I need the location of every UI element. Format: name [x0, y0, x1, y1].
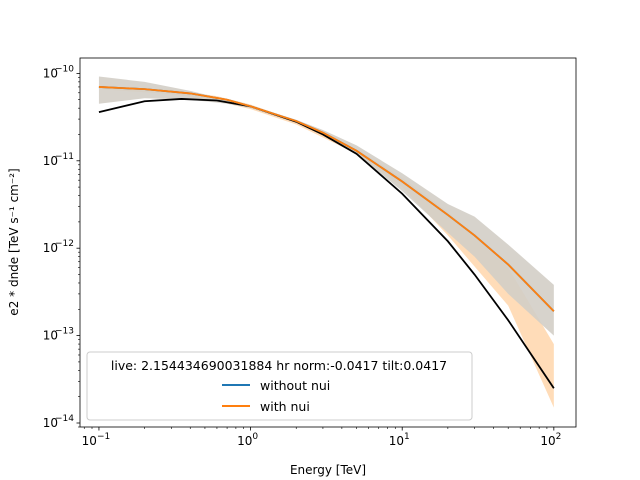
legend-label-with-nui: with nui	[260, 399, 310, 414]
legend: live: 2.154434690031884 hr norm:-0.0417 …	[86, 351, 473, 421]
reference-curve	[98, 98, 555, 389]
uncertainty-bands	[98, 76, 554, 408]
legend-box	[86, 351, 473, 421]
x-axis-label: Energy [TeV]	[290, 463, 366, 477]
legend-label-without-nui: without nui	[260, 378, 330, 393]
plot-area	[98, 76, 555, 408]
y-axis-label: e2 * dnde [TeV s⁻¹ cm⁻²]	[7, 168, 21, 315]
legend-title: live: 2.154434690031884 hr norm:-0.0417 …	[111, 358, 447, 373]
series-line-with-nui	[98, 86, 555, 312]
plot-frame	[79, 57, 577, 428]
orange-error-band	[98, 85, 554, 408]
series-lines	[98, 86, 555, 389]
